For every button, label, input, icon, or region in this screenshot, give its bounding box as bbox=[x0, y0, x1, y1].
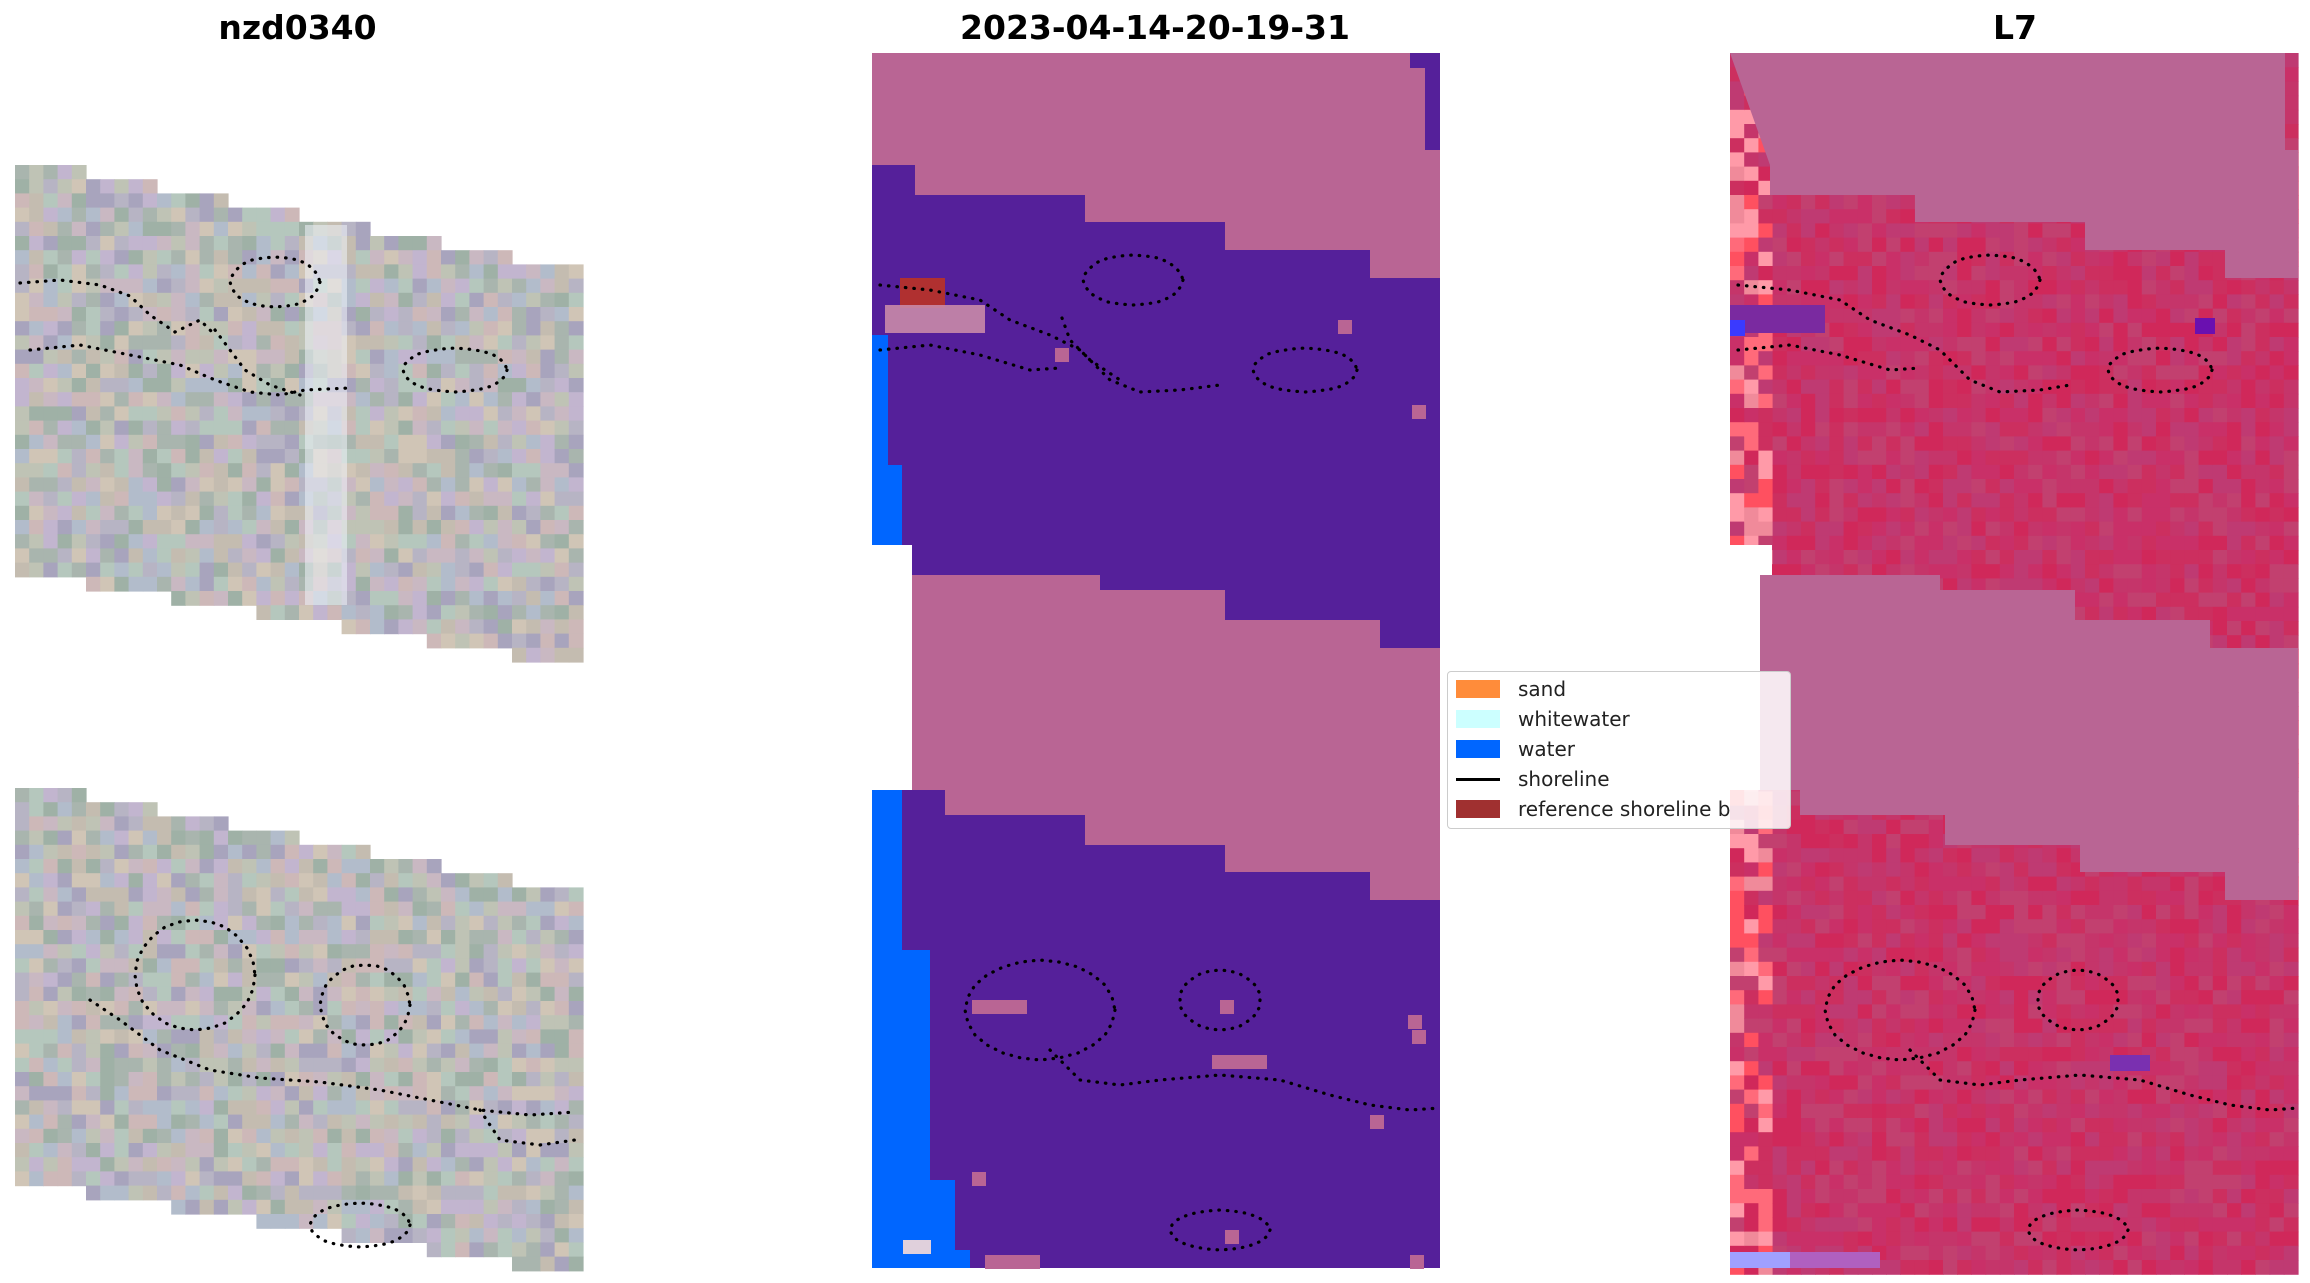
whitewater-swatch bbox=[1456, 710, 1500, 728]
shoreline-rgb-loop-4 bbox=[318, 963, 412, 1047]
shoreline-index-loop-2 bbox=[2106, 346, 2214, 394]
water-blue-strip-2 bbox=[872, 788, 970, 1268]
shoreline-rgb-4 bbox=[88, 998, 577, 1117]
shoreline-class-loop-1 bbox=[1081, 253, 1185, 307]
panel-title-rgb: nzd0340 bbox=[218, 8, 377, 47]
legend-item-water: water bbox=[1456, 736, 1575, 762]
land-index-area bbox=[1730, 53, 2298, 278]
rgb-mosaic bbox=[15, 165, 584, 1272]
shoreline-class-loop-3 bbox=[963, 958, 1117, 1062]
shoreline-class-4 bbox=[1048, 1048, 1442, 1112]
classification-map bbox=[872, 53, 1440, 1269]
sand-swatch bbox=[1456, 680, 1500, 698]
shoreline-class-loop-2 bbox=[1251, 346, 1359, 394]
legend-label-shoreline: shoreline bbox=[1518, 767, 1610, 791]
reference-shoreline-patch bbox=[900, 278, 945, 308]
land-class-area bbox=[872, 53, 1440, 278]
shoreline-index-loop-3 bbox=[1823, 958, 1977, 1062]
legend-label-water: water bbox=[1518, 737, 1575, 761]
shoreline-rgb-5 bbox=[478, 1108, 577, 1147]
shoreline-rgb-loop-1 bbox=[228, 255, 322, 309]
shoreline-rgb-3 bbox=[213, 328, 302, 397]
shoreline-overlay-index bbox=[1736, 253, 2300, 1252]
shoreline-index-2 bbox=[1736, 343, 1922, 372]
land-class-area bbox=[912, 575, 1440, 900]
shoreline-rgb-loop-5 bbox=[308, 1201, 412, 1249]
legend-label-sand: sand bbox=[1518, 677, 1567, 701]
shoreline-class-3 bbox=[1060, 316, 1122, 382]
legend: sand whitewater water shoreline referenc… bbox=[1447, 671, 1791, 829]
water-swatch bbox=[1456, 740, 1500, 758]
shoreline-rgb-loop-2 bbox=[401, 346, 509, 394]
reference-shoreline-swatch bbox=[1456, 800, 1500, 818]
shoreline-rgb-loop-3 bbox=[133, 918, 257, 1032]
shoreline-index-loop-1 bbox=[1938, 253, 2042, 307]
shoreline-index-loop-4 bbox=[2036, 968, 2120, 1032]
water-blue-strip-1 bbox=[872, 335, 902, 545]
legend-label-reference-shoreline: reference shoreline b bbox=[1518, 797, 1731, 821]
panel-title-ndwi: L7 bbox=[1993, 8, 2037, 47]
shoreline-rgb-1 bbox=[18, 278, 217, 337]
shoreline-class-2 bbox=[878, 343, 1062, 372]
legend-label-whitewater: whitewater bbox=[1518, 707, 1630, 731]
shoreline-line-swatch bbox=[1456, 777, 1500, 781]
legend-item-whitewater: whitewater bbox=[1456, 706, 1630, 732]
shoreline-rgb-2 bbox=[28, 343, 352, 397]
shoreline-index-1 bbox=[1736, 283, 2072, 394]
shoreline-index-3 bbox=[1908, 1048, 2300, 1112]
legend-item-reference-shoreline: reference shoreline b bbox=[1456, 796, 1730, 822]
shoreline-class-loop-4 bbox=[1178, 968, 1262, 1032]
legend-item-shoreline: shoreline bbox=[1456, 766, 1610, 792]
shoreline-class-loop-5 bbox=[1168, 1208, 1272, 1252]
shoreline-class-1 bbox=[878, 283, 1222, 394]
panel-title-classification: 2023-04-14-20-19-31 bbox=[960, 8, 1350, 47]
land-index-area bbox=[1772, 575, 2298, 900]
shoreline-index-loop-5 bbox=[2026, 1208, 2130, 1252]
shoreline-overlay-rgb bbox=[18, 255, 577, 1249]
legend-item-sand: sand bbox=[1456, 676, 1566, 702]
index-map bbox=[1730, 53, 2299, 1275]
shoreline-overlay-classification bbox=[878, 253, 1442, 1252]
